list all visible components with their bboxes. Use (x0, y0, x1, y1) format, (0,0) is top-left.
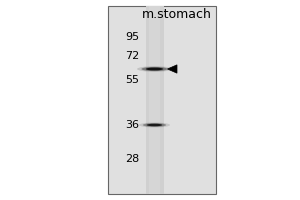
Ellipse shape (142, 67, 168, 71)
Ellipse shape (139, 122, 170, 128)
Text: 36: 36 (125, 120, 140, 130)
Ellipse shape (143, 123, 166, 127)
Text: 72: 72 (125, 51, 140, 61)
Text: m.stomach: m.stomach (142, 8, 212, 21)
Text: 55: 55 (125, 75, 140, 85)
Bar (149, 6, 160, 194)
Polygon shape (167, 65, 177, 73)
Bar (108, 6, 216, 194)
Text: 95: 95 (125, 32, 140, 42)
Ellipse shape (137, 66, 172, 72)
Ellipse shape (147, 124, 162, 126)
Ellipse shape (146, 68, 163, 70)
Text: 28: 28 (125, 154, 140, 164)
Bar (146, 6, 164, 194)
